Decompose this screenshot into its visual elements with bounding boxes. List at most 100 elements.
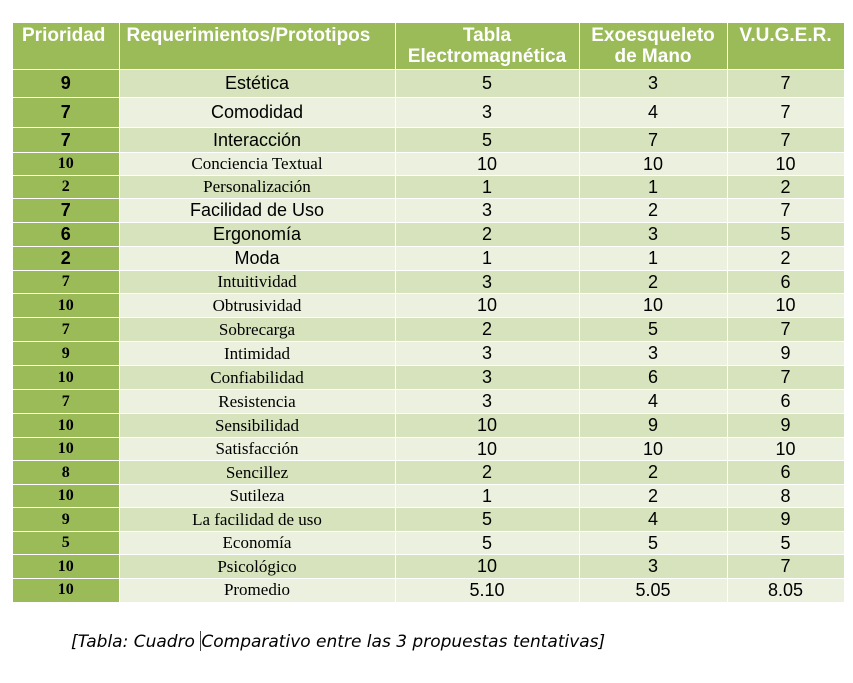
vuger-score-cell: 9 bbox=[727, 507, 845, 532]
vuger-score-cell: 7 bbox=[727, 317, 845, 342]
tabla-electromagnetica-score-cell: 3 bbox=[395, 389, 580, 414]
table-header-row: Prioridad Requerimientos/Prototipos Tabl… bbox=[13, 23, 845, 70]
table-row: 8 Sencillez 2 2 6 bbox=[13, 460, 845, 485]
header-exoesqueleto-de-mano: Exoesqueleto de Mano bbox=[579, 23, 728, 70]
exoesqueleto-score-cell: 2 bbox=[579, 484, 728, 508]
tabla-electromagnetica-score-cell: 5 bbox=[395, 127, 580, 153]
vuger-score-cell: 6 bbox=[727, 270, 845, 294]
tabla-electromagnetica-score-cell: 3 bbox=[395, 97, 580, 128]
table-row: 7 Facilidad de Uso 3 2 7 bbox=[13, 198, 845, 223]
priority-cell: 9 bbox=[13, 69, 120, 98]
tabla-electromagnetica-score-cell: 10 bbox=[395, 554, 580, 579]
requirement-cell: Ergonomía bbox=[119, 222, 396, 247]
vuger-score-cell: 7 bbox=[727, 69, 845, 98]
vuger-score-cell: 5 bbox=[727, 531, 845, 555]
vuger-score-cell: 8 bbox=[727, 484, 845, 508]
priority-cell: 5 bbox=[13, 531, 120, 555]
exoesqueleto-score-cell: 3 bbox=[579, 341, 728, 366]
tabla-electromagnetica-score-cell: 5 bbox=[395, 69, 580, 98]
exoesqueleto-score-cell: 3 bbox=[579, 69, 728, 98]
requirement-cell: Moda bbox=[119, 246, 396, 271]
tabla-electromagnetica-score-cell: 5 bbox=[395, 531, 580, 555]
table-row: 10 Satisfacción 10 10 10 bbox=[13, 437, 845, 461]
tabla-electromagnetica-score-cell: 1 bbox=[395, 484, 580, 508]
table-row: 10 Sensibilidad 10 9 9 bbox=[13, 413, 845, 438]
vuger-score-cell: 7 bbox=[727, 554, 845, 579]
table-row: 10 Confiabilidad 3 6 7 bbox=[13, 365, 845, 390]
tabla-electromagnetica-score-cell: 1 bbox=[395, 246, 580, 271]
requirement-cell: Sensibilidad bbox=[119, 413, 396, 438]
tabla-electromagnetica-score-cell: 5.10 bbox=[395, 578, 580, 602]
requirement-cell: Intimidad bbox=[119, 341, 396, 366]
table-row: 7 Interacción 5 7 7 bbox=[13, 127, 845, 153]
exoesqueleto-score-cell: 1 bbox=[579, 175, 728, 199]
vuger-score-cell: 2 bbox=[727, 246, 845, 271]
priority-cell: 7 bbox=[13, 198, 120, 223]
tabla-electromagnetica-score-cell: 1 bbox=[395, 175, 580, 199]
caption-text-end: Comparativo entre las 3 propuestas tenta… bbox=[201, 632, 606, 652]
priority-cell: 10 bbox=[13, 413, 120, 438]
vuger-score-cell: 9 bbox=[727, 413, 845, 438]
tabla-electromagnetica-score-cell: 2 bbox=[395, 460, 580, 485]
requirement-cell: Estética bbox=[119, 69, 396, 98]
header-tabla-electromagnetica: Tabla Electromagnética bbox=[395, 23, 580, 70]
requirement-cell: Interacción bbox=[119, 127, 396, 153]
exoesqueleto-score-cell: 10 bbox=[579, 152, 728, 176]
table-row: 9 La facilidad de uso 5 4 9 bbox=[13, 507, 845, 532]
table-row: 9 Estética 5 3 7 bbox=[13, 69, 845, 98]
table-row: 10 Conciencia Textual 10 10 10 bbox=[13, 152, 845, 176]
priority-cell: 10 bbox=[13, 484, 120, 508]
table-row: 10 Psicológico 10 3 7 bbox=[13, 554, 845, 579]
exoesqueleto-score-cell: 5 bbox=[579, 531, 728, 555]
exoesqueleto-score-cell: 5 bbox=[579, 317, 728, 342]
exoesqueleto-score-cell: 4 bbox=[579, 507, 728, 532]
exoesqueleto-score-cell: 3 bbox=[579, 554, 728, 579]
tabla-electromagnetica-score-cell: 10 bbox=[395, 152, 580, 176]
table-caption: [Tabla: Cuadro Comparativo entre las 3 p… bbox=[71, 631, 605, 652]
requirement-cell: Intuitividad bbox=[119, 270, 396, 294]
exoesqueleto-score-cell: 9 bbox=[579, 413, 728, 438]
exoesqueleto-score-cell: 4 bbox=[579, 389, 728, 414]
table-row: 5 Economía 5 5 5 bbox=[13, 531, 845, 555]
exoesqueleto-score-cell: 5.05 bbox=[579, 578, 728, 602]
exoesqueleto-score-cell: 3 bbox=[579, 222, 728, 247]
priority-cell: 8 bbox=[13, 460, 120, 485]
vuger-score-cell: 10 bbox=[727, 293, 845, 318]
priority-cell: 6 bbox=[13, 222, 120, 247]
requirement-cell: Personalización bbox=[119, 175, 396, 199]
comparison-table: Prioridad Requerimientos/Prototipos Tabl… bbox=[13, 23, 845, 602]
tabla-electromagnetica-score-cell: 5 bbox=[395, 507, 580, 532]
priority-cell: 7 bbox=[13, 270, 120, 294]
priority-cell: 10 bbox=[13, 554, 120, 579]
tabla-electromagnetica-score-cell: 3 bbox=[395, 341, 580, 366]
table-row: 2 Personalización 1 1 2 bbox=[13, 175, 845, 199]
table-row: 6 Ergonomía 2 3 5 bbox=[13, 222, 845, 247]
vuger-score-cell: 8.05 bbox=[727, 578, 845, 602]
tabla-electromagnetica-score-cell: 3 bbox=[395, 198, 580, 223]
tabla-electromagnetica-score-cell: 10 bbox=[395, 413, 580, 438]
vuger-score-cell: 9 bbox=[727, 341, 845, 366]
priority-cell: 7 bbox=[13, 97, 120, 128]
tabla-electromagnetica-score-cell: 3 bbox=[395, 365, 580, 390]
table-row: 10 Sutileza 1 2 8 bbox=[13, 484, 845, 508]
priority-cell: 7 bbox=[13, 389, 120, 414]
table-row: 7 Comodidad 3 4 7 bbox=[13, 97, 845, 128]
vuger-score-cell: 7 bbox=[727, 127, 845, 153]
table-row: 10 Promedio 5.10 5.05 8.05 bbox=[13, 578, 845, 602]
priority-cell: 2 bbox=[13, 246, 120, 271]
requirement-cell: Promedio bbox=[119, 578, 396, 602]
text-cursor bbox=[200, 631, 202, 651]
requirement-cell: La facilidad de uso bbox=[119, 507, 396, 532]
exoesqueleto-score-cell: 10 bbox=[579, 293, 728, 318]
header-vuger: V.U.G.E.R. bbox=[727, 23, 845, 70]
caption-text-start: [Tabla: Cuadro bbox=[71, 632, 201, 652]
requirement-cell: Conciencia Textual bbox=[119, 152, 396, 176]
vuger-score-cell: 7 bbox=[727, 97, 845, 128]
vuger-score-cell: 10 bbox=[727, 152, 845, 176]
priority-cell: 10 bbox=[13, 437, 120, 461]
requirement-cell: Satisfacción bbox=[119, 437, 396, 461]
table-row: 7 Resistencia 3 4 6 bbox=[13, 389, 845, 414]
exoesqueleto-score-cell: 10 bbox=[579, 437, 728, 461]
priority-cell: 10 bbox=[13, 578, 120, 602]
requirement-cell: Sencillez bbox=[119, 460, 396, 485]
